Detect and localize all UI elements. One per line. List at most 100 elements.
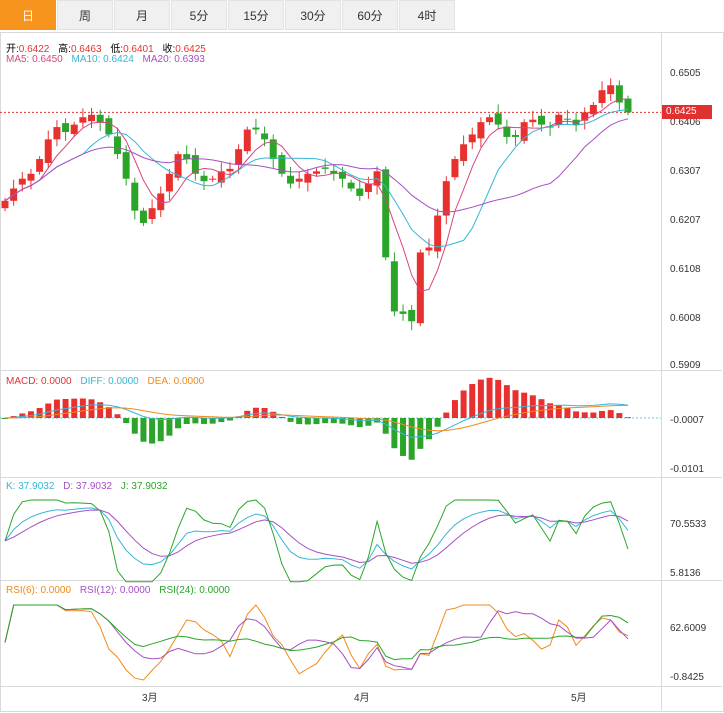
macd-bar <box>149 418 156 444</box>
ma5-line <box>4 98 628 292</box>
candle-body <box>338 171 346 179</box>
candle-body <box>321 167 329 169</box>
x-label-march: 3月 <box>142 693 158 704</box>
tab-3[interactable]: 5分 <box>171 0 227 30</box>
macd-bar <box>226 418 233 421</box>
macd-bar <box>408 418 415 460</box>
candle-body <box>529 119 537 123</box>
macd-bar <box>391 418 398 449</box>
macd-bar <box>486 377 493 418</box>
candle-body <box>209 178 217 180</box>
candle-body <box>252 127 260 130</box>
candle-body <box>200 175 208 182</box>
macd-bar <box>555 404 562 418</box>
macd-legend: MACD: 0.0000 DIFF: 0.0000 DEA: 0.0000 <box>6 376 210 387</box>
candle-body <box>468 134 476 143</box>
macd-bar <box>105 407 112 418</box>
macd-bar <box>19 413 26 418</box>
axis-divider <box>661 32 662 710</box>
macd-bar <box>417 418 424 449</box>
candle-body <box>217 171 225 183</box>
macd-bar <box>477 379 484 418</box>
candle-body <box>165 173 173 192</box>
candle-body <box>347 182 355 189</box>
candle-body <box>434 215 442 252</box>
price-axis-label: 0.6008 <box>670 313 701 324</box>
tab-4[interactable]: 15分 <box>228 0 284 30</box>
candle-body <box>313 171 320 174</box>
candle-body <box>88 114 96 122</box>
macd-bar <box>503 385 510 418</box>
macd-bar <box>313 418 320 425</box>
price-axis-label: 0.6406 <box>670 117 701 128</box>
candle-body <box>416 252 424 324</box>
candle-body <box>503 126 511 137</box>
macd-bar <box>287 418 294 422</box>
ma10-value: MA10: 0.6424 <box>71 54 134 65</box>
candle-body <box>330 170 338 174</box>
candle-body <box>382 169 390 258</box>
candle-body <box>563 118 571 120</box>
candle-body <box>442 181 450 216</box>
candle-body <box>269 139 277 160</box>
macd-bar <box>339 418 346 424</box>
kdj-legend: K: 37.9032 D: 37.9032 J: 37.9032 <box>6 481 174 492</box>
candle-body <box>581 112 589 121</box>
candle-body <box>1 200 9 209</box>
ma10-line <box>4 108 629 248</box>
candle-body <box>494 113 502 125</box>
tab-7[interactable]: 4时 <box>399 0 455 30</box>
candle-body <box>598 90 606 103</box>
macd-value: MACD: 0.0000 <box>6 376 72 387</box>
macd-bar <box>157 418 164 442</box>
macd-axis-bottom: -0.0101 <box>670 464 704 475</box>
macd-bar <box>512 390 519 418</box>
kdj-axis-bottom: 5.8136 <box>670 568 701 579</box>
candle-body <box>157 193 165 211</box>
macd-bar <box>201 418 208 424</box>
candle-body <box>96 114 104 123</box>
period-tabs: 日周月 5分 15分 30分 60分 4时 <box>0 0 724 32</box>
macd-bar <box>365 418 372 426</box>
candle-body <box>79 117 87 123</box>
candle-body <box>131 182 139 211</box>
macd-bar <box>166 418 173 436</box>
candle-body <box>62 123 70 132</box>
candle-body <box>122 152 130 179</box>
macd-bar <box>114 414 121 418</box>
rsi24-line <box>4 604 629 661</box>
ma5-value: MA5: 0.6450 <box>6 54 63 65</box>
macd-bar <box>538 399 545 418</box>
macd-bar <box>443 412 450 418</box>
macd-bar <box>425 418 432 440</box>
tab-5[interactable]: 30分 <box>285 0 341 30</box>
macd-bar <box>123 418 130 424</box>
candle-body <box>451 159 459 178</box>
candle-body <box>408 309 416 322</box>
candle-body <box>226 168 234 172</box>
macd-bar <box>175 418 182 429</box>
tab-1[interactable]: 周 <box>57 0 113 30</box>
candle-body <box>615 85 623 103</box>
macd-bar <box>625 417 631 418</box>
candle-body <box>304 173 312 183</box>
divider <box>0 580 722 581</box>
price-axis-label: 0.6505 <box>670 68 701 79</box>
low-label: 低: <box>110 44 124 55</box>
tab-0[interactable]: 日 <box>0 0 56 30</box>
k-value: K: 37.9032 <box>6 481 55 492</box>
macd-bar <box>27 411 34 418</box>
tab-2[interactable]: 月 <box>114 0 170 30</box>
tab-6[interactable]: 60分 <box>342 0 398 30</box>
dea-value: DEA: 0.0000 <box>147 376 205 387</box>
macd-bar <box>36 408 43 418</box>
candle-body <box>139 210 147 223</box>
kdj-axis-top: 70.5533 <box>670 519 707 530</box>
candle-body <box>53 127 61 140</box>
macd-bar <box>278 416 285 418</box>
macd-bar <box>564 407 571 418</box>
macd-bar <box>599 411 606 418</box>
macd-bar <box>348 418 355 426</box>
candle-body <box>537 115 545 125</box>
d-value: D: 37.9032 <box>63 481 113 492</box>
